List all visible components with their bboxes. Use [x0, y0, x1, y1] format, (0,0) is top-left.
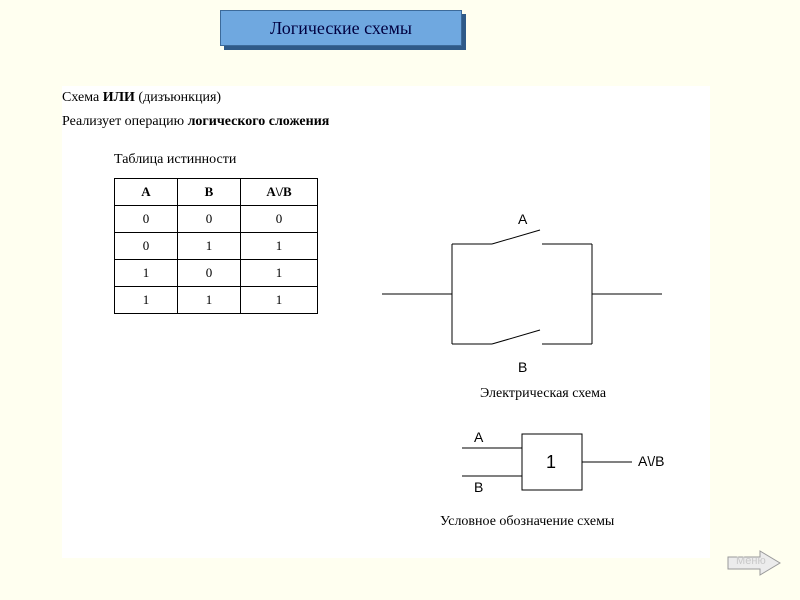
content-card: Схема ИЛИ (дизъюнкция) Реализует операци…	[62, 86, 710, 558]
title-plate: Логические схемы	[220, 10, 462, 46]
circuit-caption: Электрическая схема	[480, 386, 606, 402]
gate-input-a-label: A	[474, 429, 484, 445]
table-row: 1 1 1	[115, 287, 318, 314]
table-header-row: A B A\/B	[115, 179, 318, 206]
heading-suffix: (дизъюнкция)	[135, 90, 221, 105]
title-text: Логические схемы	[270, 18, 412, 38]
arrow-right-icon	[724, 548, 784, 578]
cell: 1	[241, 287, 318, 314]
cell: 1	[115, 260, 178, 287]
desc-bold: логического сложения	[188, 114, 330, 129]
gate-symbol: 1	[546, 452, 556, 472]
cell: 0	[115, 233, 178, 260]
gate-input-b-label: B	[474, 479, 483, 495]
cell: 1	[115, 287, 178, 314]
truth-table: A B A\/B 0 0 0 0 1 1 1 0 1 1 1	[114, 178, 318, 314]
electrical-circuit-diagram: A B	[382, 204, 682, 394]
cell: 1	[178, 233, 241, 260]
cell: 0	[178, 260, 241, 287]
table-row: 0 0 0	[115, 206, 318, 233]
table-row: 0 1 1	[115, 233, 318, 260]
cell: 1	[241, 260, 318, 287]
gate-caption: Условное обозначение схемы	[440, 514, 614, 530]
th-a: A	[115, 179, 178, 206]
cell: 0	[241, 206, 318, 233]
gate-output-label: A\/B	[638, 453, 664, 469]
truth-table-caption: Таблица истинности	[114, 152, 236, 168]
circuit-label-a: A	[518, 211, 528, 227]
heading-bold: ИЛИ	[103, 90, 135, 105]
th-out: A\/B	[241, 179, 318, 206]
desc-prefix: Реализует операцию	[62, 114, 188, 129]
cell: 0	[178, 206, 241, 233]
description: Реализует операцию логического сложения	[62, 114, 329, 130]
menu-button[interactable]: Меню	[724, 548, 784, 578]
cell: 0	[115, 206, 178, 233]
logic-gate-diagram: A B 1 A\/B	[432, 418, 702, 508]
scheme-heading: Схема ИЛИ (дизъюнкция)	[62, 90, 221, 106]
heading-prefix: Схема	[62, 90, 103, 105]
th-b: B	[178, 179, 241, 206]
table-row: 1 0 1	[115, 260, 318, 287]
cell: 1	[241, 233, 318, 260]
circuit-label-b: B	[518, 359, 527, 375]
cell: 1	[178, 287, 241, 314]
